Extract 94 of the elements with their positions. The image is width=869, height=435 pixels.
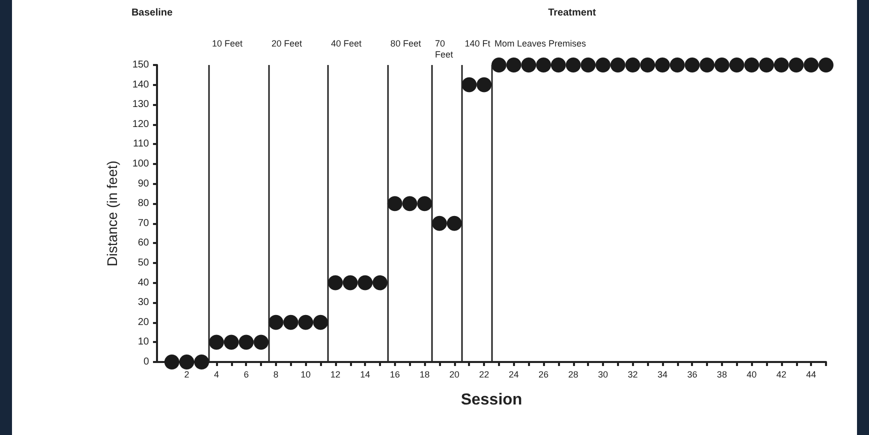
- y-tick-label: 130: [132, 99, 150, 110]
- point: [476, 77, 492, 92]
- x-tick-label: 24: [508, 370, 519, 380]
- point: [521, 58, 536, 72]
- point: [788, 58, 804, 72]
- text: Treatment: [548, 8, 597, 18]
- point: [328, 275, 343, 290]
- y-tick-label: 100: [132, 158, 150, 170]
- x-axis-title: Session: [460, 392, 522, 408]
- point: [654, 58, 670, 72]
- point: [700, 58, 715, 72]
- text: Baseline: [131, 8, 173, 18]
- y-tick-label: 70: [138, 218, 150, 229]
- x-tick-label: 12: [330, 370, 340, 380]
- point: [625, 58, 640, 72]
- point: [268, 314, 284, 330]
- x-tick-label: 40: [746, 370, 757, 380]
- point: [402, 196, 418, 212]
- point: [804, 58, 819, 72]
- point: [254, 334, 269, 350]
- x-tick-label: 14: [360, 370, 370, 380]
- y-tick-label: 60: [138, 238, 150, 249]
- x-tick-label: 18: [420, 370, 430, 380]
- point: [640, 58, 656, 72]
- point: [774, 58, 789, 72]
- point: [298, 314, 314, 330]
- point: [372, 275, 388, 290]
- y-tick-label: 90: [138, 178, 150, 190]
- y-tick-label: 80: [138, 198, 150, 210]
- x-tick-label: 8: [273, 370, 278, 380]
- point: [566, 58, 581, 72]
- point: [491, 58, 506, 72]
- x-tick-label: 36: [687, 370, 698, 380]
- point: [580, 58, 596, 72]
- y-axis-title: Distance (in feet): [104, 160, 120, 266]
- point: [610, 58, 626, 72]
- x-tick-label: 34: [657, 370, 668, 380]
- point: [446, 216, 462, 231]
- point: [759, 58, 774, 72]
- point: [179, 354, 194, 370]
- y-tick-label: 50: [138, 258, 150, 268]
- x-tick-label: 26: [538, 370, 549, 380]
- point: [729, 58, 744, 72]
- y-tick-label: 150: [132, 60, 150, 70]
- point: [684, 58, 700, 72]
- ref-line-label: 40 Feet: [330, 38, 362, 48]
- point: [417, 196, 432, 212]
- point: [744, 58, 760, 72]
- x-tick-label: 4: [214, 370, 219, 380]
- ref-line-label: 10 Feet: [212, 38, 244, 48]
- y-tick-label: 140: [132, 79, 150, 90]
- point: [194, 354, 210, 370]
- ref-line-label: 20 Feet: [272, 38, 303, 48]
- x-tick-label: 44: [806, 370, 816, 380]
- point: [670, 58, 685, 72]
- point: [238, 334, 254, 350]
- x-tick-label: 32: [628, 370, 638, 380]
- ref-line-label: 80 Feet: [390, 38, 422, 48]
- x-tick-label: 38: [716, 370, 727, 380]
- y-tick-label: 110: [133, 138, 150, 150]
- point: [714, 58, 730, 72]
- point: [208, 334, 224, 350]
- y-tick-label: 30: [138, 297, 150, 308]
- point: [283, 314, 298, 330]
- point: [506, 58, 522, 72]
- point: [313, 314, 328, 330]
- x-tick-label: 22: [479, 370, 490, 380]
- y-tick-label: 120: [132, 118, 150, 130]
- point: [596, 58, 610, 72]
- point: [164, 354, 180, 370]
- x-tick-label: 10: [300, 370, 311, 380]
- ref-line-label: 140 Ft: [464, 38, 491, 48]
- ref-line-label: Mom Leaves Premises: [494, 38, 587, 48]
- x-tick-label: 20: [449, 370, 460, 380]
- x-tick-label: 6: [244, 370, 249, 380]
- ref-line-label: 70 Feet: [435, 38, 454, 60]
- point: [387, 196, 402, 212]
- x-tick-label: 30: [598, 370, 608, 380]
- point: [550, 58, 566, 72]
- point: [342, 275, 358, 290]
- x-tick-label: 2: [184, 370, 190, 380]
- y-tick-label: 10: [138, 336, 150, 348]
- y-tick-label: 20: [138, 316, 150, 328]
- point: [818, 58, 834, 72]
- point: [462, 77, 477, 92]
- x-tick-label: 28: [568, 370, 578, 380]
- x-tick-label: 42: [776, 370, 786, 380]
- y-tick-label: 40: [138, 277, 150, 288]
- point: [358, 275, 373, 290]
- point: [224, 334, 239, 350]
- point: [432, 216, 447, 231]
- point: [536, 58, 552, 72]
- x-tick-label: 16: [390, 370, 400, 380]
- y-tick-label: 0: [143, 356, 150, 368]
